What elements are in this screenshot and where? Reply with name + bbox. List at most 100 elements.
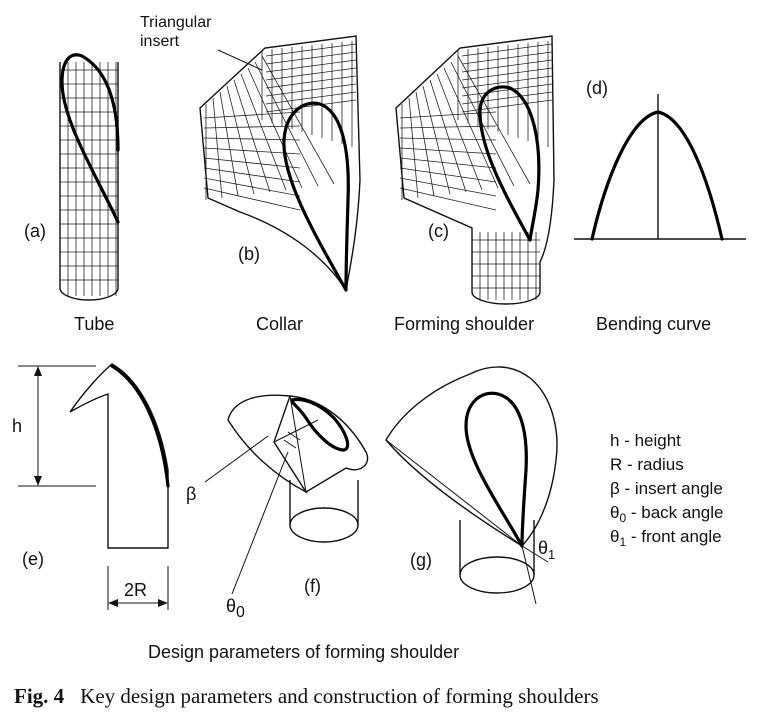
shoulder-mesh-line — [461, 67, 553, 81]
shoulder-mesh-line — [450, 61, 515, 187]
theta0-leader — [231, 451, 289, 595]
beta-label-e: β — [186, 484, 196, 504]
f-inner-line-3 — [283, 439, 297, 449]
tube-outline — [59, 62, 119, 301]
shoulder-mesh-line — [429, 79, 467, 193]
collar-shoulder-curve — [282, 101, 350, 292]
shoulder-mesh-line — [457, 55, 531, 185]
shoulder-mesh-line — [461, 99, 553, 113]
panel-f-back-angle: θ0 (f) — [204, 394, 369, 621]
theta1-leader — [521, 545, 549, 563]
dim-2r-arrowhead-left — [108, 599, 118, 607]
panel-g-front-angle: θ1 (g) — [385, 366, 558, 605]
panel-c-tag: (c) — [428, 221, 449, 241]
collar-mesh-line — [265, 59, 357, 73]
tube-cut-curve — [60, 53, 120, 224]
figure-caption: Fig. 4 Key design parameters and construc… — [14, 684, 599, 708]
collar-mesh-line — [261, 55, 335, 185]
collar-mesh-line — [203, 111, 301, 119]
panel-c-caption: Forming shoulder — [394, 314, 534, 334]
tube-mesh — [60, 62, 118, 296]
figure-caption-text: Key design parameters and construction o… — [80, 684, 598, 708]
g-cone-line — [385, 439, 523, 547]
shoulder-mesh-line — [399, 137, 497, 141]
triangular-insert-label-2: insert — [140, 33, 180, 50]
shoulder-mesh-line — [461, 91, 553, 105]
panel-e-tag: (e) — [22, 549, 44, 569]
panel-a-tube: (a) Tube — [24, 53, 120, 334]
shoulder-curve — [478, 85, 541, 242]
panel-g-tag: (g) — [410, 550, 432, 570]
theta1-label: θ1 — [538, 538, 555, 562]
dim-h-arrowhead-bottom — [34, 476, 42, 486]
shoulder-mesh-line — [443, 67, 499, 189]
triangular-insert-leader — [217, 49, 263, 71]
panel-d-caption: Bending curve — [596, 314, 711, 334]
g-outer-surface — [385, 366, 558, 547]
shoulder-outline — [395, 35, 555, 305]
collar-mesh-line — [265, 67, 357, 81]
shoulder-mesh-line — [461, 59, 553, 73]
f-inner-line-1 — [289, 395, 307, 493]
insert-profile — [69, 363, 169, 549]
collar-mesh-line — [203, 157, 301, 169]
collar-mesh-line — [265, 83, 357, 97]
panel-a-caption: Tube — [74, 314, 114, 334]
dim-h-arrowhead-top — [34, 366, 42, 376]
diagram-subtitle: Design parameters of forming shoulder — [148, 642, 459, 662]
collar-mesh-line — [265, 91, 357, 105]
collar-mesh-line — [203, 177, 301, 197]
collar-mesh-line — [203, 125, 301, 129]
width-label: 2R — [124, 580, 147, 600]
g-shoulder-loop — [464, 391, 528, 548]
collar-mesh-line — [265, 75, 357, 89]
shoulder-mesh-line — [399, 187, 497, 211]
collar-mesh-line — [226, 85, 255, 195]
legend: h - height R - radius β - insert angle θ… — [610, 431, 724, 549]
legend-item-front-angle: θ1 - front angle — [610, 527, 722, 549]
shoulder-mesh-line — [408, 97, 419, 199]
panel-d-bending-curve: (d) Bending curve — [574, 78, 746, 334]
collar-mesh-line — [265, 99, 357, 113]
f-shoulder-loop — [290, 397, 350, 452]
collar-mesh-line — [265, 51, 357, 65]
collar-mesh-line — [233, 79, 271, 193]
panel-c-forming-shoulder: (c) Forming shoulder — [394, 35, 555, 334]
collar-mesh-line — [212, 97, 223, 199]
beta-leader-f — [204, 435, 269, 483]
shoulder-mesh-line — [399, 177, 497, 197]
shoulder-mesh — [399, 41, 553, 300]
shoulder-mesh-line — [399, 147, 497, 155]
collar-mesh-line — [265, 43, 357, 57]
g-axis-line — [521, 545, 537, 605]
panel-a-tag: (a) — [24, 221, 46, 241]
shoulder-mesh-line — [461, 75, 553, 89]
panel-b-tag: (b) — [238, 244, 260, 264]
height-label: h — [12, 416, 22, 436]
panel-d-tag: (d) — [586, 78, 608, 98]
panel-f-tag: (f) — [304, 576, 321, 596]
shoulder-mesh-line — [422, 85, 451, 195]
f-inner-line-4 — [287, 431, 301, 441]
theta0-label: θ0 — [226, 596, 245, 621]
figure-caption-label: Fig. 4 — [14, 684, 65, 708]
shoulder-mesh-line — [399, 157, 497, 169]
shoulder-mesh-line — [415, 91, 435, 197]
shoulder-mesh-line — [461, 43, 553, 57]
legend-item-back-angle: θ0 - back angle — [610, 503, 724, 525]
collar-mesh — [203, 41, 357, 211]
collar-mesh-line — [203, 167, 301, 183]
dim-2r-arrowhead-right — [158, 599, 168, 607]
triangular-insert-label-1: Triangular — [140, 14, 212, 31]
panel-b-collar: Triangular insert (b) Collar — [140, 14, 361, 334]
collar-outline — [199, 35, 361, 292]
collar-mesh-line — [240, 73, 287, 191]
collar-mesh-line — [203, 187, 301, 211]
collar-mesh-line — [247, 67, 303, 189]
legend-item-insert-angle: β - insert angle — [610, 479, 723, 498]
legend-item-radius: R - radius — [610, 455, 684, 474]
insert-shoulder-edge — [110, 364, 170, 488]
shoulder-mesh-line — [399, 167, 497, 183]
shoulder-mesh-line — [461, 83, 553, 97]
